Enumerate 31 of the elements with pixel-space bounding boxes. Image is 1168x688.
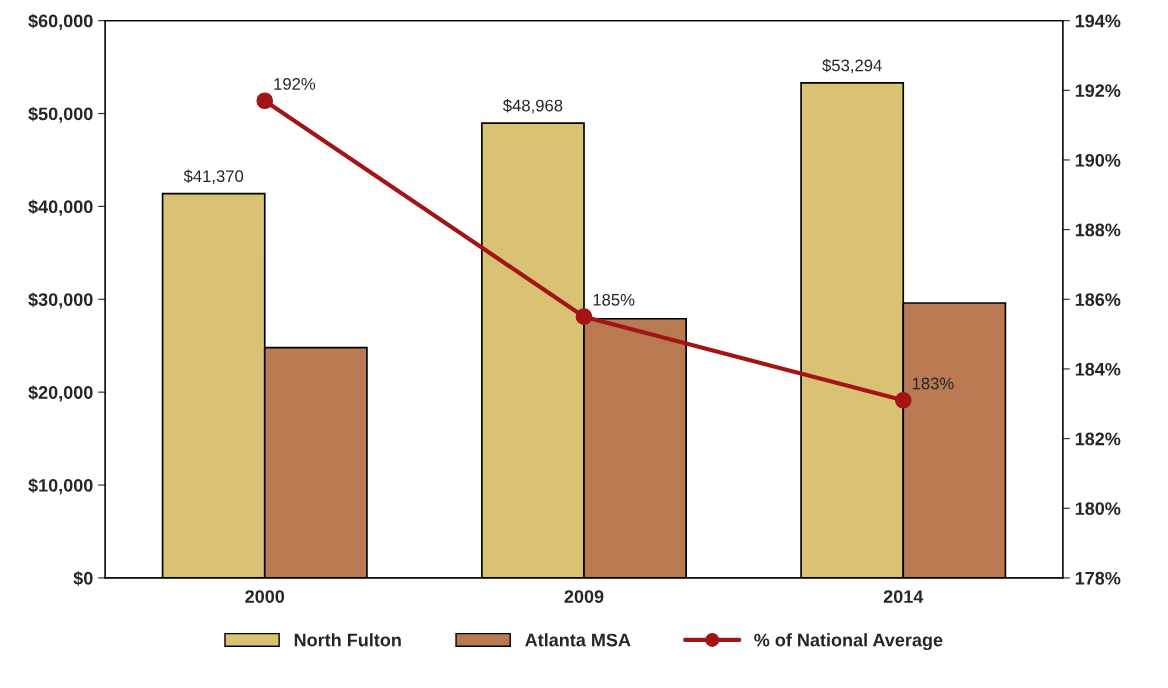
x-tick-label: 2000 — [245, 590, 285, 603]
x-tick-label: 2014 — [883, 590, 924, 603]
y-tick-label: $60,000 — [28, 13, 93, 30]
y2-tick-label: 192% — [1075, 84, 1121, 98]
y-tick-label: $40,000 — [28, 199, 93, 216]
data-label: 183% — [912, 377, 954, 390]
y2-tick-label: 178% — [1075, 571, 1121, 585]
y-tick-label: $10,000 — [28, 478, 93, 495]
y2-tick-label: 184% — [1075, 362, 1121, 376]
y-tick-label: $30,000 — [28, 292, 93, 309]
data-label: 185% — [593, 293, 635, 306]
point — [894, 391, 912, 409]
y2-tick-label: 182% — [1075, 432, 1121, 446]
y2-tick-label: 188% — [1075, 223, 1121, 237]
y2-tick-label: 190% — [1075, 153, 1121, 167]
legend-label: % of National Average — [754, 633, 943, 651]
data-label: 192% — [274, 78, 316, 90]
data-label: $53,294 — [822, 58, 882, 74]
data-label: $48,968 — [502, 98, 563, 114]
y2-tick-label: 180% — [1075, 502, 1121, 515]
point — [256, 92, 274, 110]
legend-label: Atlanta MSA — [525, 633, 631, 647]
y2-tick-label: 186% — [1075, 293, 1121, 306]
y2-tick-label: 194% — [1075, 14, 1121, 28]
y-tick-label: $20,000 — [28, 385, 93, 402]
y-tick-label: $50,000 — [28, 106, 93, 123]
point — [575, 308, 593, 326]
y-tick-label: $0 — [73, 571, 93, 586]
legend-label: North Fulton — [294, 633, 401, 647]
data-label: $41,370 — [183, 169, 244, 185]
x-tick-label: 2009 — [564, 590, 604, 603]
